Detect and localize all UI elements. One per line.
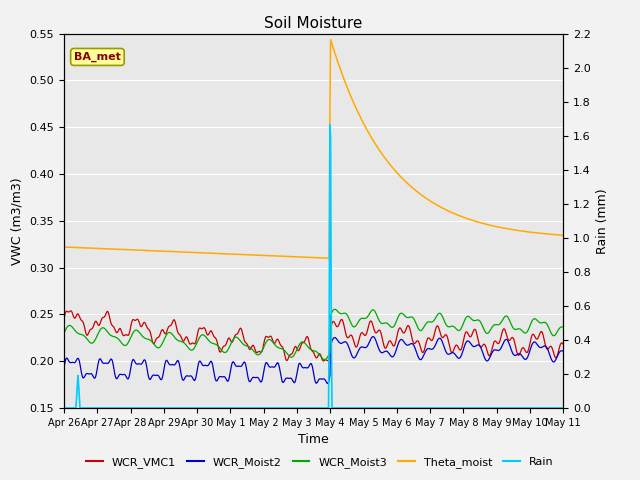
X-axis label: Time: Time [298, 433, 329, 446]
Y-axis label: Rain (mm): Rain (mm) [596, 188, 609, 253]
Title: Soil Moisture: Soil Moisture [264, 16, 363, 31]
Text: BA_met: BA_met [74, 52, 121, 62]
Legend: WCR_VMC1, WCR_Moist2, WCR_Moist3, Theta_moist, Rain: WCR_VMC1, WCR_Moist2, WCR_Moist3, Theta_… [82, 452, 558, 472]
Y-axis label: VWC (m3/m3): VWC (m3/m3) [11, 177, 24, 264]
